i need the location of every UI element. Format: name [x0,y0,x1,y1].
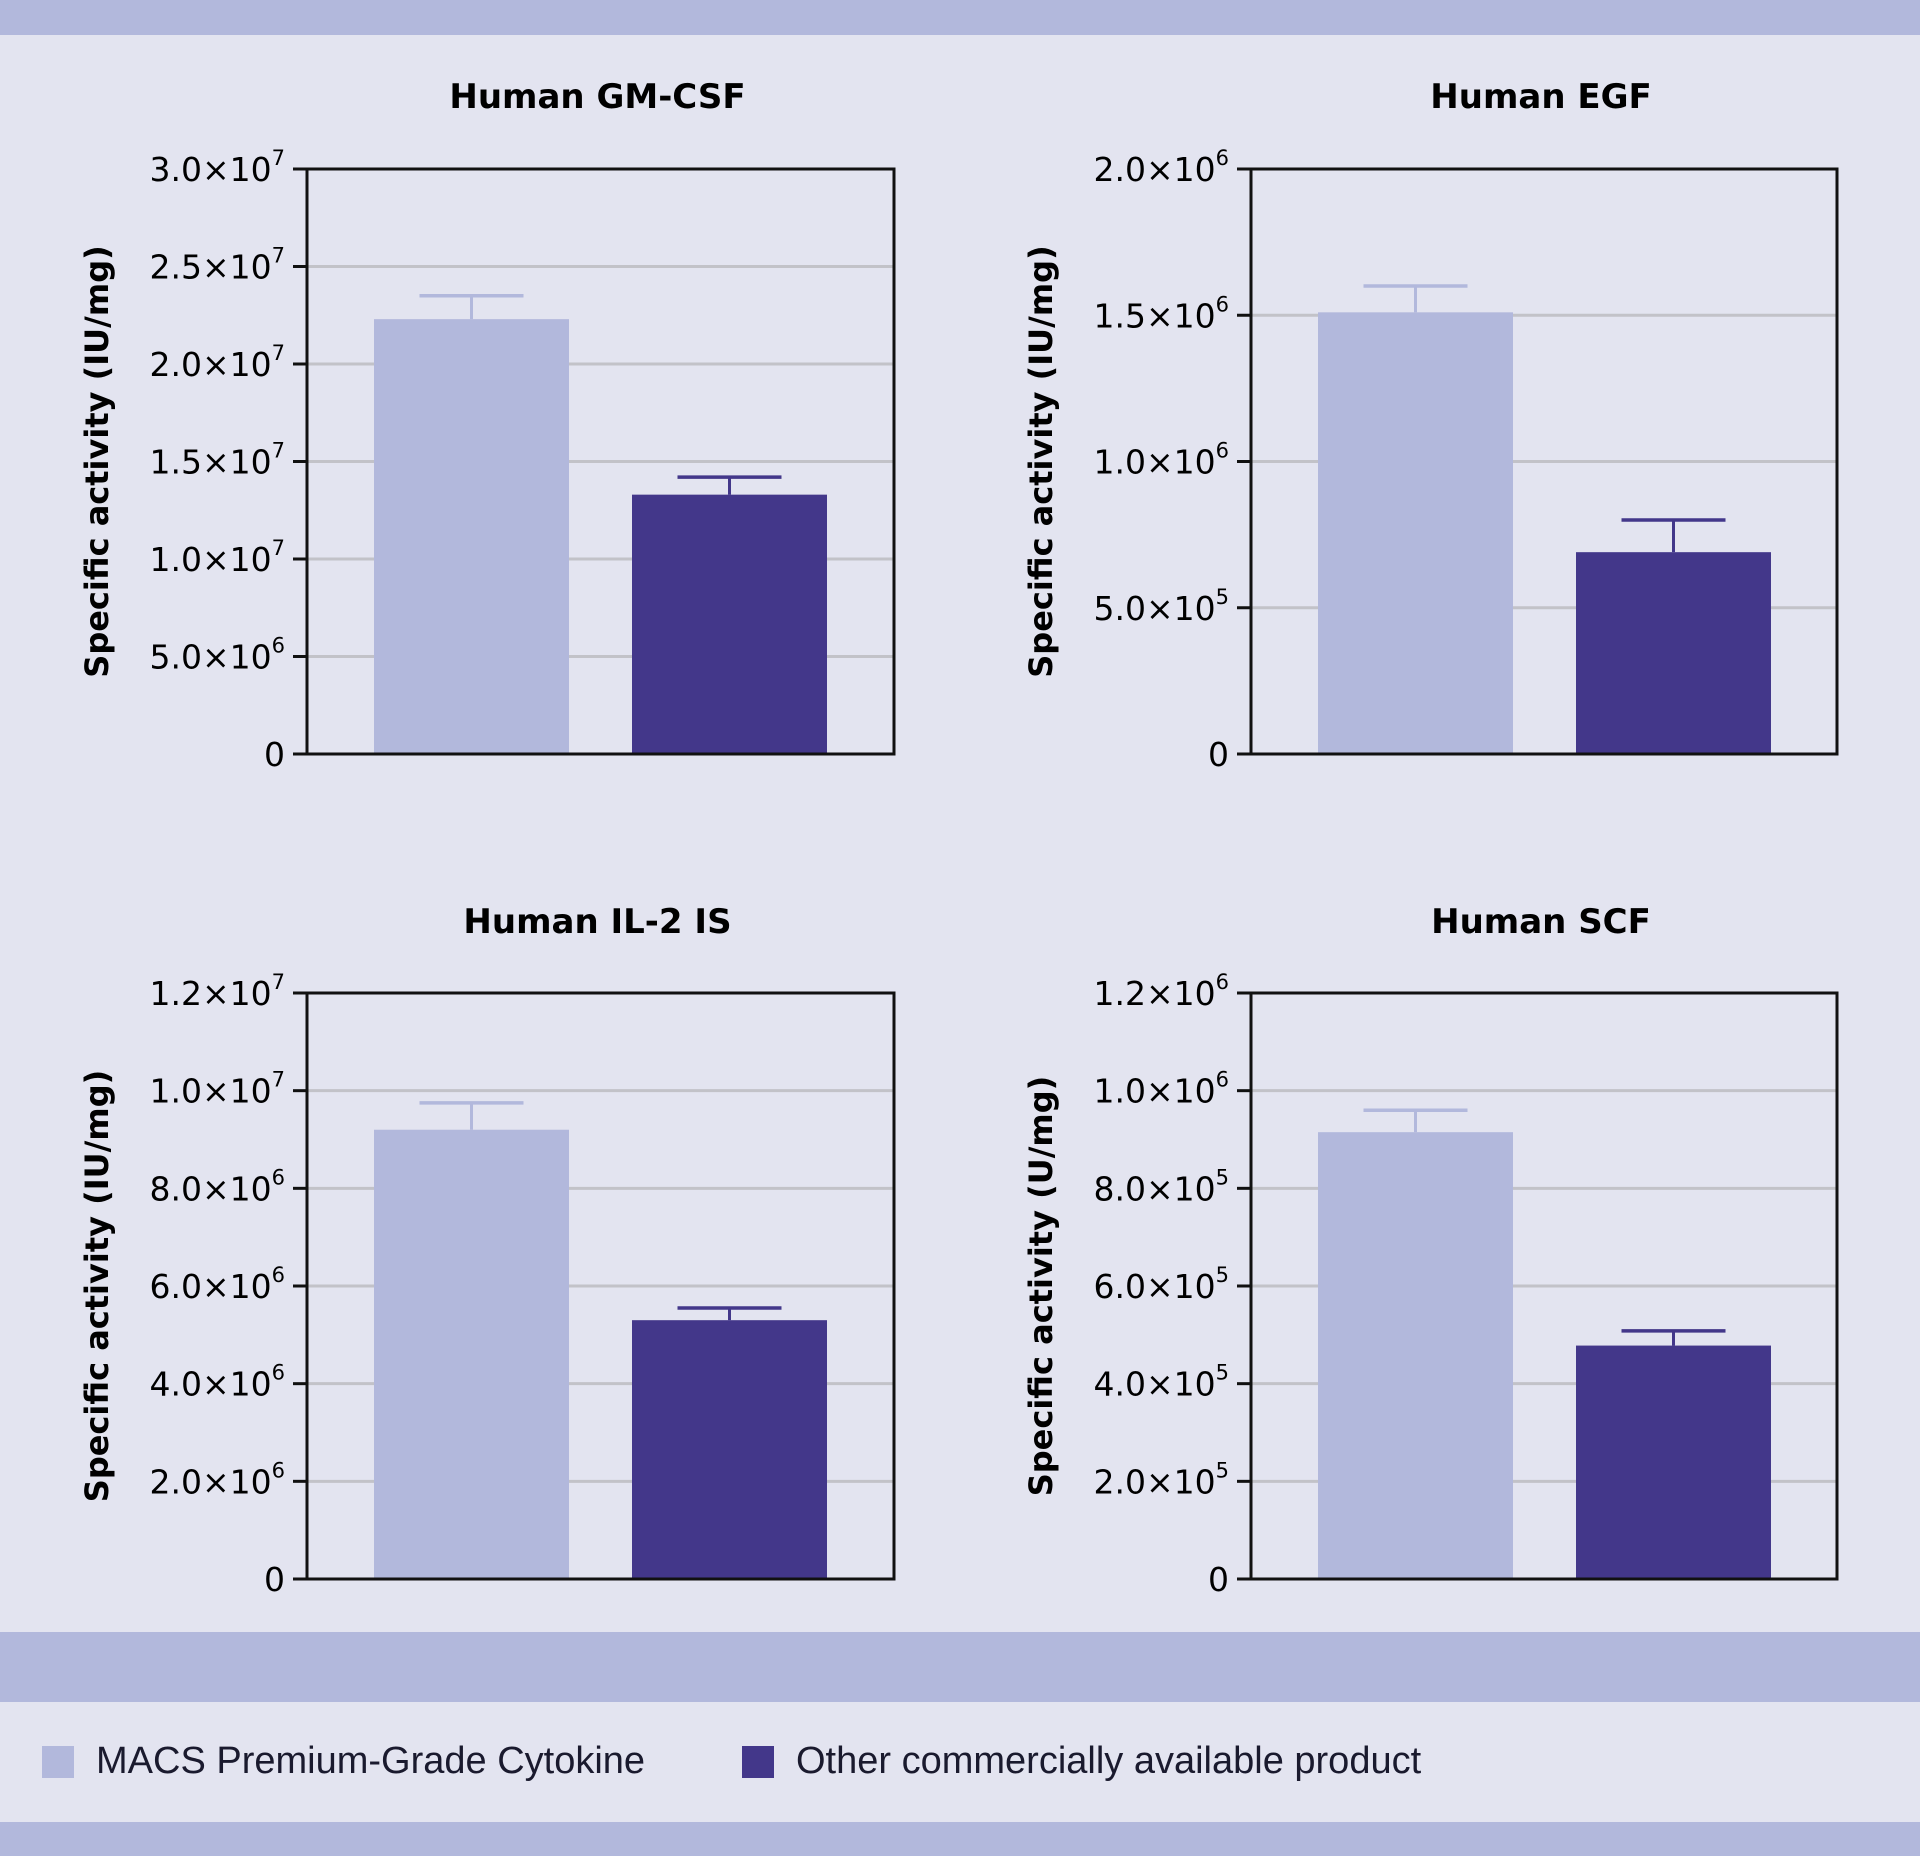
chart-title: Human GM-CSF [449,77,745,117]
y-tick-label: 4.0×106 [150,1361,286,1404]
y-axis-label: Specific activity (IU/mg) [78,1070,116,1502]
y-tick-label: 0 [264,1560,285,1599]
y-tick-label: 2.0×107 [150,341,286,384]
chart-title: Human SCF [1431,902,1651,942]
legend-band [0,1632,1920,1702]
y-tick-label: 6.0×106 [150,1263,286,1306]
y-tick-label: 0 [1208,1560,1229,1599]
legend-swatch-other [742,1745,774,1778]
chart-panel-1: Human GM-CSF Specific activity (IU/mg) 0 5.… [78,77,896,774]
legend-label-macs: MACS Premium-Grade Cytokine [96,1740,646,1782]
y-tick-label: 8.0×105 [1094,1165,1230,1208]
bottom-band [0,1822,1920,1856]
chart-panel-3: Human IL-2 IS Specific activity (IU/mg) 0 2… [78,902,896,1599]
chart-panel-4: Human SCF Specific activity (U/mg) 0 2.0×10… [1022,902,1839,1599]
bar-macs [1318,312,1513,754]
y-tick-label: 1.5×106 [1094,292,1230,335]
bar-other [1576,552,1771,754]
y-tick-label: 1.0×107 [150,536,286,579]
bar-macs [374,319,569,754]
y-tick-label: 1.0×106 [1094,1068,1230,1111]
bar-other [632,494,827,754]
y-tick-label: 4.0×105 [1094,1361,1230,1404]
y-tick-label: 6.0×105 [1094,1263,1230,1306]
y-tick-label: 5.0×106 [150,634,286,677]
y-tick-label: 2.0×106 [150,1458,286,1501]
legend: MACS Premium-Grade Cytokine Other commer… [0,1740,1920,1790]
y-tick-label: 2.0×105 [1094,1458,1230,1501]
legend-label-other: Other commercially available product [796,1740,1422,1782]
chart-title: Human IL-2 IS [463,902,731,942]
y-tick-label: 1.0×106 [1094,439,1230,482]
legend-item-other: Other commercially available product [742,1740,1421,1783]
bar-macs [374,1129,569,1579]
y-tick-label: 2.0×106 [1094,146,1230,189]
y-tick-label: 8.0×106 [150,1165,286,1208]
legend-item-macs: MACS Premium-Grade Cytokine [42,1740,645,1783]
bar-macs [1318,1132,1513,1579]
chart-title: Human EGF [1430,77,1651,117]
y-tick-label: 1.2×106 [1094,970,1230,1013]
top-band [0,0,1920,35]
bar-other [1576,1345,1771,1579]
y-axis-label: Specific activity (U/mg) [1022,1076,1060,1497]
y-tick-label: 0 [264,735,285,774]
y-tick-label: 0 [1208,735,1229,774]
y-tick-label: 1.2×107 [150,970,286,1013]
y-axis-label: Specific activity (IU/mg) [1022,245,1060,677]
bar-other [632,1320,827,1579]
legend-swatch-macs [42,1745,74,1778]
chart-panel-2: Human EGF Specific activity (IU/mg) 0 5.0×1… [1022,77,1839,774]
y-tick-label: 2.5×107 [150,244,286,287]
y-tick-label: 1.0×107 [150,1068,286,1111]
charts-figure: Human GM-CSF Specific activity (IU/mg) 0 5.… [78,77,1839,1599]
y-axis-label: Specific activity (IU/mg) [78,245,116,677]
y-tick-label: 1.5×107 [150,439,286,482]
y-tick-label: 3.0×107 [150,146,286,189]
y-tick-label: 5.0×105 [1094,585,1230,628]
